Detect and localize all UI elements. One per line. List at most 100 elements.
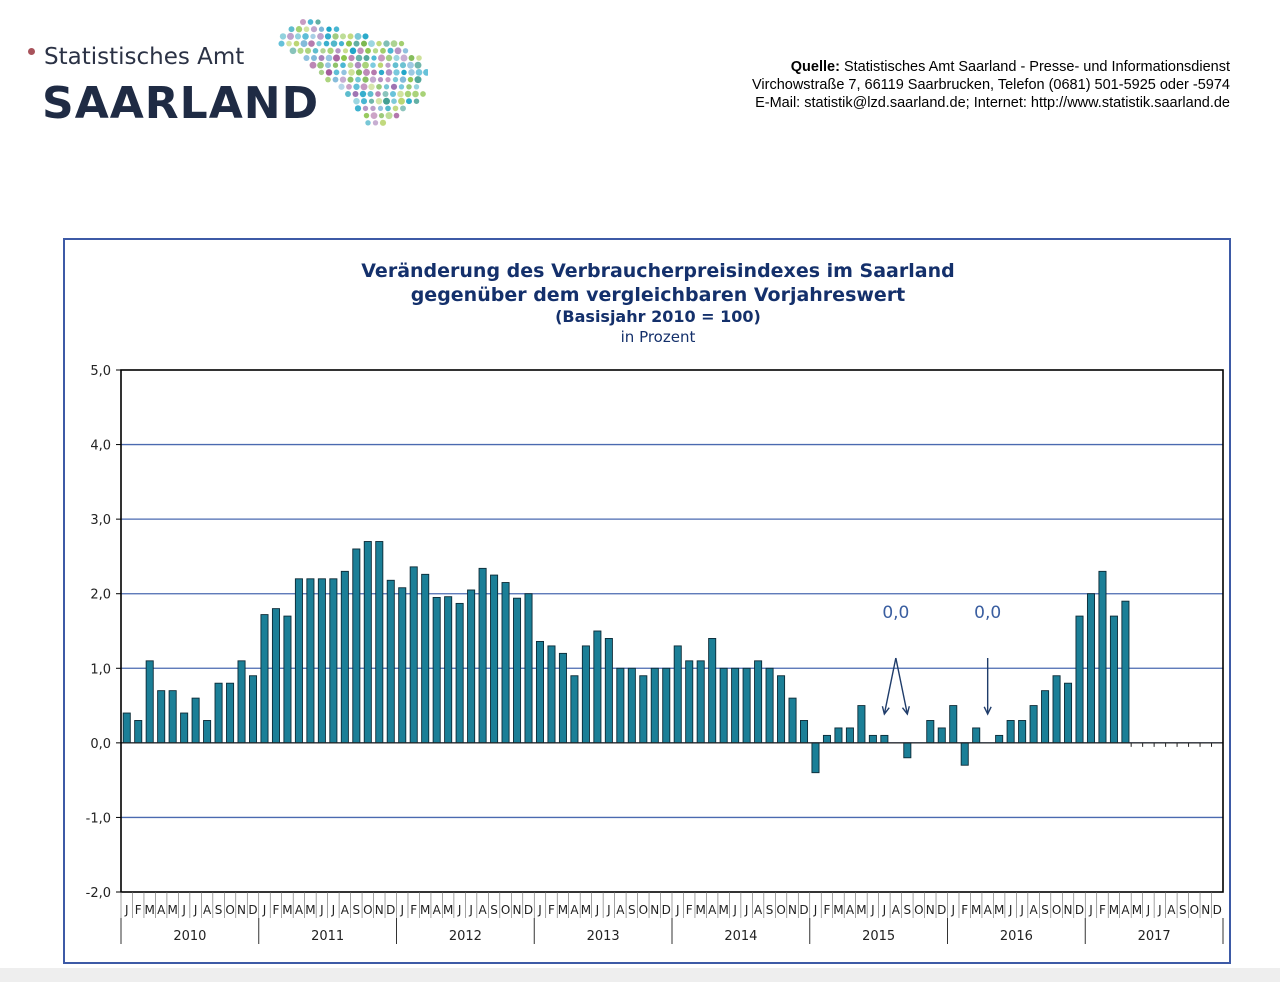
logo-map-dot bbox=[370, 112, 378, 119]
bar bbox=[696, 660, 705, 744]
bar bbox=[822, 734, 831, 744]
bar bbox=[593, 630, 602, 744]
bar bbox=[731, 667, 740, 744]
month-tick-label: O bbox=[1190, 903, 1199, 917]
bar bbox=[340, 570, 349, 744]
bar bbox=[1098, 570, 1107, 744]
logo-map-dot bbox=[392, 62, 399, 69]
logo-map-dot bbox=[379, 119, 387, 126]
month-tick-label: N bbox=[926, 903, 935, 917]
year-label: 2016 bbox=[1000, 929, 1033, 944]
logo-map-dot bbox=[293, 40, 300, 47]
month-tick-label: N bbox=[788, 903, 797, 917]
y-tick-label: 5,0 bbox=[90, 364, 111, 379]
month-tick-label: J bbox=[870, 903, 875, 917]
bar bbox=[949, 705, 958, 744]
logo-map-dot bbox=[398, 97, 405, 105]
logo-map-dot bbox=[368, 83, 375, 91]
logo-map-dot bbox=[372, 120, 379, 126]
logo-map-dot bbox=[399, 76, 407, 83]
logo-map-dot bbox=[312, 47, 319, 54]
month-tick-label: A bbox=[892, 903, 901, 917]
month-tick-label: N bbox=[1064, 903, 1073, 917]
logo-map-dot bbox=[415, 69, 423, 76]
logo-map-dot bbox=[362, 33, 369, 40]
month-tick-label: S bbox=[490, 903, 498, 917]
logo-map-dot bbox=[397, 90, 404, 98]
month-tick-label: A bbox=[616, 903, 625, 917]
logo-map-dot bbox=[362, 76, 369, 83]
month-tick-label: A bbox=[295, 903, 304, 917]
bar bbox=[1006, 720, 1015, 744]
logo-map-dot bbox=[385, 105, 391, 112]
logo-map-dot bbox=[363, 55, 370, 61]
bar bbox=[708, 638, 717, 744]
bar bbox=[363, 541, 372, 744]
bar bbox=[742, 667, 751, 744]
logo-map-dot bbox=[392, 76, 399, 83]
logo-map-dot bbox=[371, 69, 377, 76]
source-line-3: E-Mail: statistik@lzd.saarland.de; Inter… bbox=[755, 95, 1230, 111]
month-tick-label: M bbox=[718, 903, 728, 917]
month-tick-label: A bbox=[984, 903, 993, 917]
bar bbox=[777, 675, 786, 744]
logo-map-dot bbox=[352, 90, 359, 98]
bar bbox=[375, 541, 384, 744]
logo-title: SAARLAND bbox=[42, 78, 320, 129]
bar bbox=[409, 566, 418, 744]
logo-map-dot bbox=[367, 90, 374, 98]
logo-map-dot bbox=[370, 105, 376, 112]
bottom-strip bbox=[0, 968, 1280, 982]
chart-title-line-2: gegenüber dem vergleichbaren Vorjahreswe… bbox=[411, 284, 906, 306]
logo-map-dot bbox=[335, 48, 341, 54]
month-tick-label: N bbox=[237, 903, 246, 917]
logo-map-dot bbox=[362, 105, 369, 112]
bar bbox=[398, 587, 407, 744]
month-tick-label: N bbox=[650, 903, 659, 917]
month-tick-label: S bbox=[215, 903, 223, 917]
bar bbox=[685, 660, 694, 744]
logo-map-dot bbox=[278, 40, 285, 47]
logo-map-dot bbox=[382, 90, 389, 98]
logo-map-dot bbox=[333, 26, 340, 32]
bar bbox=[180, 712, 189, 744]
logo-map-dot bbox=[279, 33, 287, 40]
logo-map-dot bbox=[353, 97, 360, 105]
logo-map-dot bbox=[339, 76, 347, 83]
source-line-1-text: Statistisches Amt Saarland - Presse- und… bbox=[843, 59, 1230, 75]
month-tick-label: A bbox=[433, 903, 442, 917]
month-tick-label: A bbox=[1029, 903, 1038, 917]
logo-map-dot bbox=[346, 83, 352, 90]
logo-map-dot bbox=[297, 47, 304, 54]
year-label: 2017 bbox=[1138, 929, 1171, 944]
month-tick-label: J bbox=[595, 903, 600, 917]
month-tick-label: A bbox=[846, 903, 855, 917]
bar bbox=[880, 734, 889, 744]
month-tick-label: M bbox=[305, 903, 315, 917]
month-tick-label: M bbox=[282, 903, 292, 917]
month-tick-label: M bbox=[833, 903, 843, 917]
logo-map-dot bbox=[286, 40, 292, 47]
logo-map-dot bbox=[330, 40, 338, 47]
logo-map-dot bbox=[347, 33, 354, 40]
logo-map-dot bbox=[325, 54, 333, 62]
logo-map-dot bbox=[385, 76, 391, 83]
logo-map-dot bbox=[387, 47, 394, 54]
bar bbox=[868, 734, 877, 744]
bar bbox=[1052, 675, 1061, 744]
logo-map-dot bbox=[326, 26, 332, 32]
logo-map-dot bbox=[353, 40, 360, 47]
bar bbox=[972, 727, 981, 744]
bar bbox=[134, 720, 143, 744]
month-tick-label: O bbox=[776, 903, 785, 917]
month-tick-label: J bbox=[732, 903, 737, 917]
logo-map-dot bbox=[372, 48, 379, 54]
logo-map-dot bbox=[325, 69, 333, 76]
month-tick-label: A bbox=[203, 903, 212, 917]
bar bbox=[168, 690, 177, 744]
bar bbox=[673, 645, 682, 744]
month-tick-label: O bbox=[639, 903, 648, 917]
month-tick-label: J bbox=[193, 903, 198, 917]
bar bbox=[1109, 615, 1118, 744]
logo-map-dot bbox=[310, 54, 318, 62]
